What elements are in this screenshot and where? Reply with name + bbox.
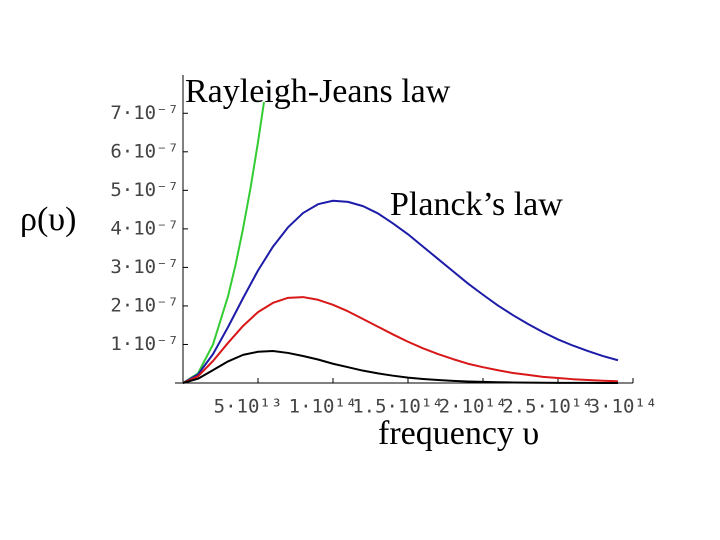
annotation: Planck’s law xyxy=(390,186,563,223)
y-tick-label: 1·10⁻⁷ xyxy=(110,333,179,355)
curve xyxy=(182,101,265,384)
curve xyxy=(182,199,619,384)
y-tick-label: 4·10⁻⁷ xyxy=(110,217,179,239)
annotation: Rayleigh-Jeans law xyxy=(185,73,451,110)
x-tick-label: 2.5·10¹⁴ xyxy=(502,396,594,418)
y-tick-label: 7·10⁻⁷ xyxy=(110,102,179,124)
x-tick-label: 5·10¹³ xyxy=(214,396,283,418)
x-tick-label: 1.5·10¹⁴ xyxy=(352,396,444,418)
y-tick-label: 5·10⁻⁷ xyxy=(110,179,179,201)
x-tick-label: 2·10¹⁴ xyxy=(439,396,508,418)
x-axis-label: frequency υ xyxy=(378,415,539,452)
curve xyxy=(182,350,619,384)
curve xyxy=(182,296,619,384)
y-tick-label: 6·10⁻⁷ xyxy=(110,140,179,162)
y-tick-label: 2·10⁻⁷ xyxy=(110,294,179,316)
y-axis-label: ρ(υ) xyxy=(20,201,76,238)
x-tick-label: 3·10¹⁴ xyxy=(589,396,658,418)
y-tick-label: 3·10⁻⁷ xyxy=(110,256,179,278)
x-tick-label: 1·10¹⁴ xyxy=(289,396,358,418)
